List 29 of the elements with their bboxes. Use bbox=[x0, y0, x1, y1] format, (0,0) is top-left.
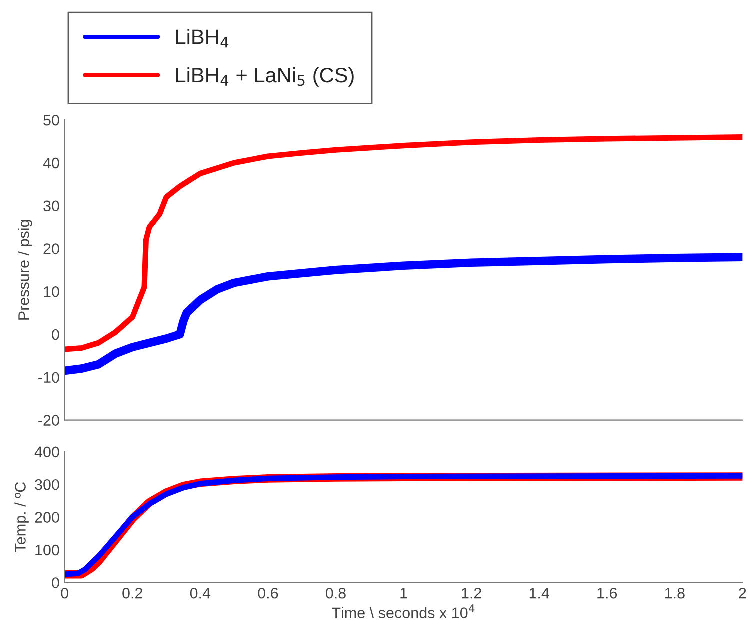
x-tick-label: 1.8 bbox=[665, 588, 685, 599]
x-axis-title: Time \ seconds x 10$^{4}$ bbox=[332, 604, 475, 618]
legend-label: LiBH$_{4}$ + LaNi$_{5}$ (CS) bbox=[176, 67, 354, 87]
y-tick-label: 10 bbox=[44, 286, 60, 298]
x-tick-label: 1.4 bbox=[530, 588, 550, 599]
y-tick-label: 0 bbox=[52, 578, 60, 588]
y-axis-title: Temp. / ºC bbox=[14, 482, 29, 552]
y-tick-label: 300 bbox=[35, 479, 60, 490]
x-tick-label: 0.8 bbox=[326, 588, 346, 599]
x-tick-label: 2 bbox=[739, 588, 746, 599]
y-tick-label: 30 bbox=[44, 200, 60, 212]
x-tick-label: 1.2 bbox=[462, 588, 482, 599]
x-tick-label: 1.6 bbox=[598, 588, 618, 599]
x-tick-label: 0.2 bbox=[122, 588, 142, 599]
x-tick-label: 0 bbox=[61, 588, 68, 599]
x-tick-label: 1 bbox=[400, 588, 408, 599]
y-axis-title: Pressure / psig bbox=[18, 220, 32, 320]
y-tick-label: 20 bbox=[44, 244, 60, 254]
y-tick-label: 0 bbox=[52, 329, 60, 340]
x-tick-label: 0.6 bbox=[258, 588, 278, 599]
y-tick-label: 200 bbox=[35, 512, 60, 523]
y-tick-label: -10 bbox=[38, 372, 60, 384]
y-tick-label: 100 bbox=[36, 544, 60, 556]
y-tick-label: 400 bbox=[34, 446, 60, 458]
legend-label: LiBH$_{4}$ bbox=[176, 29, 229, 48]
y-tick-label: 50 bbox=[44, 114, 60, 126]
y-tick-label: 40 bbox=[43, 158, 60, 169]
x-tick-label: 0.4 bbox=[190, 588, 211, 599]
y-tick-label: -20 bbox=[38, 415, 60, 426]
